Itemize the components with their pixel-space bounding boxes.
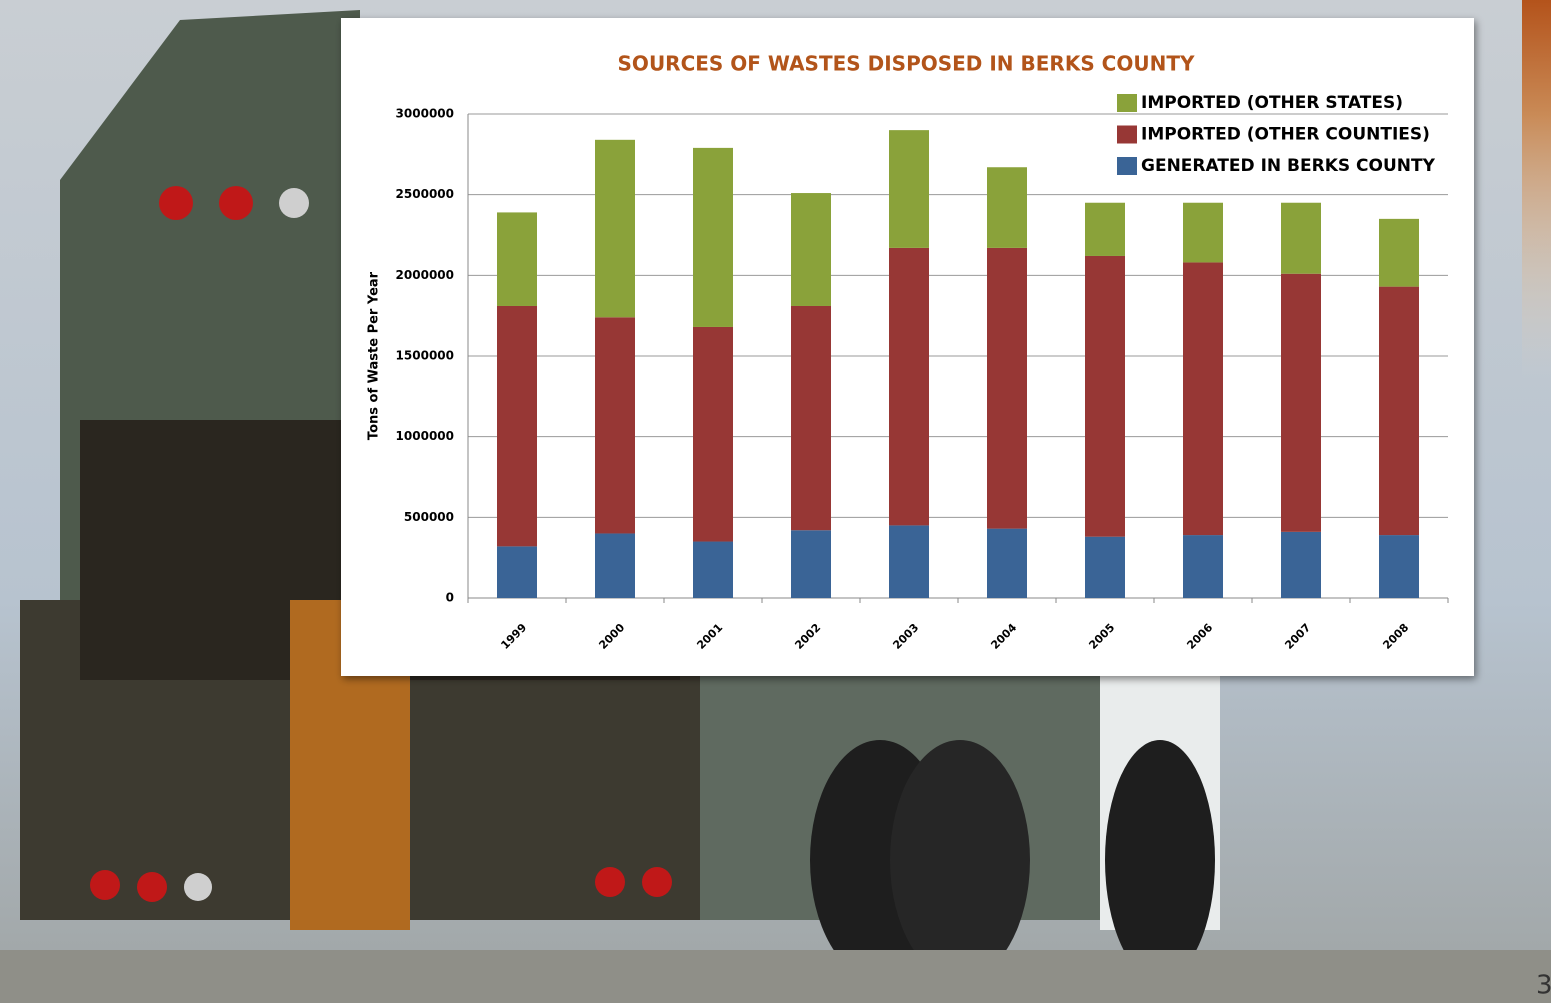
bar-segment — [693, 541, 733, 598]
y-tick-label: 3000000 — [396, 107, 454, 121]
bar-segment — [1183, 535, 1223, 598]
bar-segment — [987, 247, 1027, 529]
legend-label: IMPORTED (OTHER COUNTIES) — [1141, 125, 1430, 145]
y-tick-label: 2000000 — [396, 268, 454, 282]
legend-label: GENERATED IN BERKS COUNTY — [1141, 156, 1436, 176]
bar-segment — [1085, 536, 1125, 598]
bar-segment — [1281, 273, 1321, 532]
y-tick-label: 500000 — [404, 510, 454, 524]
bar-segment — [1281, 202, 1321, 274]
bar-segment — [889, 247, 929, 526]
bar-segment — [1379, 286, 1419, 536]
bar-segment — [595, 533, 635, 598]
bar-segment — [1085, 202, 1125, 256]
chart-title: SOURCES OF WASTES DISPOSED IN BERKS COUN… — [618, 52, 1195, 76]
bar-segment — [1085, 255, 1125, 537]
legend-swatch — [1117, 94, 1137, 112]
bar-segment — [497, 212, 537, 306]
y-axis-title: Tons of Waste Per Year — [367, 271, 382, 440]
bar-segment — [1379, 218, 1419, 287]
bar-segment — [1379, 535, 1419, 598]
bar-segment — [1183, 202, 1223, 263]
legend-swatch — [1117, 157, 1137, 175]
page-number: 3 — [1536, 971, 1551, 1001]
bar-segment — [889, 130, 929, 248]
bar-segment — [889, 525, 929, 598]
bar-segment — [693, 147, 733, 327]
accent-band — [1522, 0, 1551, 380]
bar-segment — [497, 305, 537, 547]
y-tick-label: 0 — [446, 591, 454, 605]
bar-segment — [595, 317, 635, 534]
legend-swatch — [1117, 125, 1137, 144]
bar-segment — [693, 326, 733, 542]
y-tick-label: 1500000 — [396, 349, 454, 363]
y-tick-label: 1000000 — [396, 429, 454, 443]
bar-segment — [1183, 262, 1223, 536]
bar-segment — [791, 193, 831, 306]
bar-segment — [987, 167, 1027, 248]
bar-segment — [791, 305, 831, 531]
bar-segment — [497, 546, 537, 598]
bar-segment — [1281, 531, 1321, 598]
y-tick-label: 2500000 — [396, 187, 454, 201]
bar-segment — [987, 528, 1027, 598]
legend-label: IMPORTED (OTHER STATES) — [1141, 93, 1403, 113]
bar-segment — [791, 530, 831, 598]
bar-segment — [595, 139, 635, 318]
